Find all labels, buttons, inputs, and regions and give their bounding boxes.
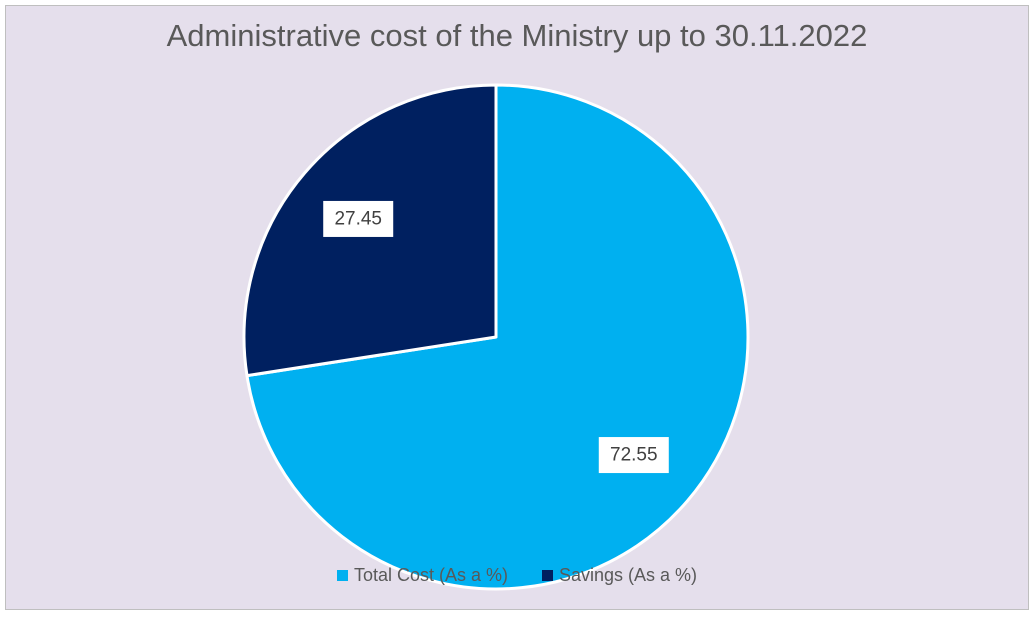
legend: Total Cost (As a %) Savings (As a %) [6, 565, 1028, 586]
data-label-total-cost-text: 72.55 [610, 445, 658, 466]
legend-swatch-savings [541, 570, 553, 581]
legend-swatch-total-cost [336, 570, 348, 581]
legend-item-savings[interactable]: Savings (As a %) [541, 565, 698, 586]
chart-area: Administrative cost of the Ministry up t… [5, 5, 1029, 610]
legend-label-savings: Savings (As a %) [558, 565, 698, 585]
legend-item-total-cost[interactable]: Total Cost (As a %) [336, 565, 508, 586]
chart-title: Administrative cost of the Ministry up t… [166, 18, 868, 53]
data-label-savings-box [323, 200, 394, 237]
data-label-savings-text: 27.45 [334, 208, 382, 229]
legend-label-total-cost: Total Cost (As a %) [353, 565, 508, 585]
data-label-total-cost: 72.55 [598, 437, 669, 474]
data-label-total-cost-box [598, 437, 669, 474]
data-label-savings: 27.45 [323, 200, 394, 237]
pie-chart: 72.55 27.45 [242, 83, 750, 591]
